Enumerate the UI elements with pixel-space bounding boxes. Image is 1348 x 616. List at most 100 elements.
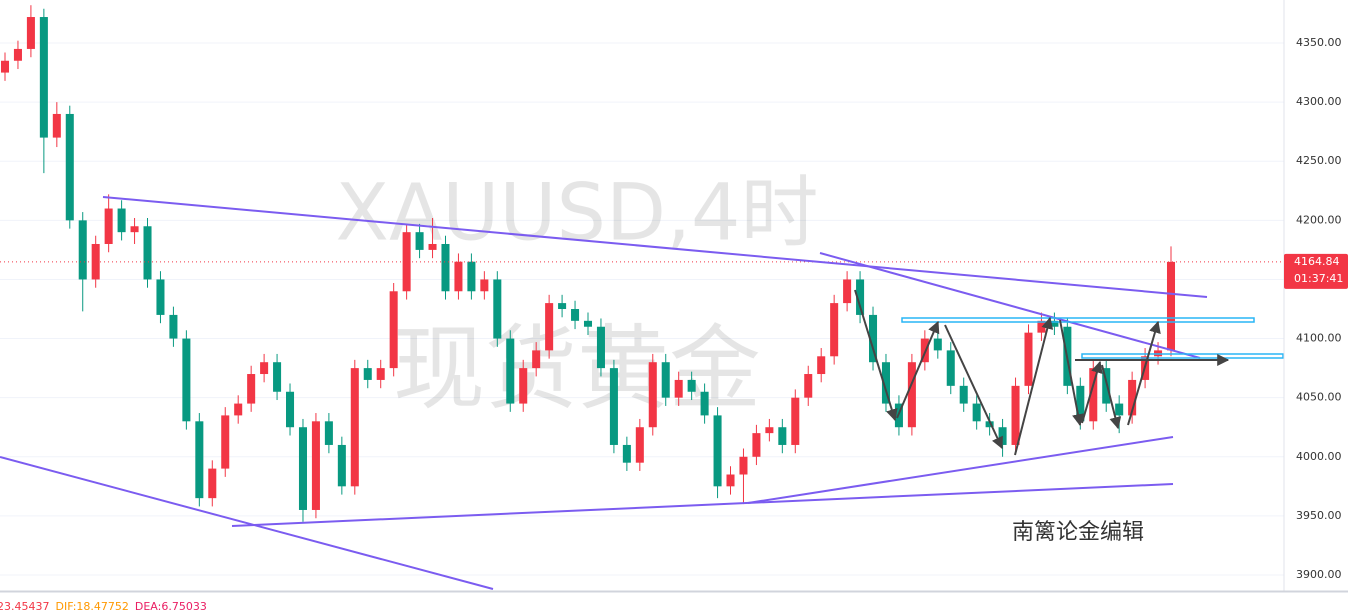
candle-body bbox=[972, 403, 981, 422]
candle-body bbox=[286, 391, 295, 428]
candle-body bbox=[1011, 385, 1020, 445]
candle-body bbox=[260, 362, 269, 375]
annotation: 南篱论金编辑 bbox=[1012, 520, 1144, 545]
candle-body bbox=[830, 303, 839, 357]
candle-body bbox=[558, 303, 567, 310]
macd-value: 23.45437 bbox=[0, 600, 50, 613]
candle-body bbox=[104, 208, 113, 244]
y-tick-label: 3900.00 bbox=[1296, 568, 1342, 581]
last-price-label: 4164.84 bbox=[1294, 255, 1340, 268]
trend-line bbox=[819, 252, 1201, 359]
candle-body bbox=[1024, 332, 1033, 386]
candle-body bbox=[298, 427, 307, 510]
candle-body bbox=[752, 433, 761, 457]
zone-box bbox=[1081, 353, 1284, 359]
arrows bbox=[854, 289, 1230, 456]
candle-body bbox=[1050, 320, 1059, 327]
candle-body bbox=[869, 314, 878, 363]
candle-body bbox=[622, 444, 631, 463]
candle-body bbox=[661, 362, 670, 398]
candle-body bbox=[324, 421, 333, 445]
y-tick-label: 3950.00 bbox=[1296, 509, 1342, 522]
candle-body bbox=[506, 338, 515, 404]
candle-body bbox=[1102, 368, 1111, 404]
trend-line bbox=[0, 456, 494, 590]
y-tick-label: 4300.00 bbox=[1296, 95, 1342, 108]
candle-body bbox=[778, 427, 787, 445]
candle-body bbox=[791, 397, 800, 445]
candle-body bbox=[26, 17, 35, 49]
candle-body bbox=[337, 444, 346, 487]
y-tick-label: 4350.00 bbox=[1296, 36, 1342, 49]
candle-body bbox=[91, 243, 100, 280]
candle-body bbox=[1037, 320, 1046, 333]
candle-body bbox=[765, 427, 774, 434]
candle-body bbox=[881, 362, 890, 404]
candle-body bbox=[1128, 379, 1137, 416]
candle-body bbox=[454, 261, 463, 292]
candle-body bbox=[389, 291, 398, 369]
candles bbox=[0, 5, 1284, 522]
trend-line bbox=[102, 196, 1208, 298]
candle-body bbox=[117, 208, 126, 233]
candle-body bbox=[519, 368, 528, 404]
arrow bbox=[1127, 320, 1161, 426]
candle-body bbox=[130, 226, 139, 233]
candle-body bbox=[402, 232, 411, 292]
candle-body bbox=[856, 279, 865, 315]
y-tick-label: 4200.00 bbox=[1296, 213, 1342, 226]
grid bbox=[0, 42, 1284, 576]
y-tick-label: 4050.00 bbox=[1296, 391, 1342, 404]
candle-body bbox=[713, 415, 722, 487]
candle-body bbox=[545, 303, 554, 351]
y-tick-label: 4250.00 bbox=[1296, 154, 1342, 167]
candle-body bbox=[985, 421, 994, 428]
candle-body bbox=[532, 350, 541, 369]
candle-body bbox=[739, 456, 748, 475]
candle-body bbox=[221, 415, 230, 469]
drawings bbox=[0, 196, 1284, 590]
candle-body bbox=[13, 48, 22, 61]
arrow bbox=[1014, 316, 1054, 456]
y-axis: 3900.003950.004000.004050.004100.004150.… bbox=[1296, 36, 1342, 581]
candle-body bbox=[609, 368, 618, 445]
arrow bbox=[944, 324, 1003, 450]
candle-body bbox=[687, 379, 696, 392]
candle-body bbox=[843, 279, 852, 304]
candle-body bbox=[1166, 261, 1176, 351]
candle-body bbox=[648, 362, 657, 428]
candle-body bbox=[571, 309, 580, 321]
candle-body bbox=[959, 385, 968, 404]
y-tick-label: 4100.00 bbox=[1296, 332, 1342, 345]
y-tick-label: 4000.00 bbox=[1296, 450, 1342, 463]
candle-body bbox=[39, 17, 48, 138]
candle-body bbox=[208, 468, 217, 499]
dif-value: DIF:18.47752 bbox=[56, 600, 129, 613]
candle-body bbox=[1076, 385, 1085, 422]
candle-body bbox=[65, 113, 74, 221]
candle-body bbox=[635, 427, 644, 463]
candle-body bbox=[182, 338, 191, 422]
candle-body bbox=[52, 113, 61, 138]
arrow bbox=[1081, 360, 1103, 424]
arrow bbox=[1101, 364, 1122, 430]
candle-body bbox=[467, 261, 476, 292]
candle-body bbox=[376, 368, 385, 380]
candle-body bbox=[350, 368, 359, 487]
countdown-label: 01:37:41 bbox=[1294, 272, 1343, 285]
candle-body bbox=[700, 391, 709, 416]
candle-body bbox=[311, 421, 320, 510]
arrow bbox=[896, 320, 940, 419]
candle-body bbox=[78, 220, 87, 280]
indicator-values: 23.45437 DIF:18.47752 DEA:6.75033 bbox=[0, 600, 207, 613]
candle-body bbox=[0, 60, 10, 73]
candle-body bbox=[1089, 368, 1098, 422]
candle-body bbox=[726, 474, 735, 487]
candle-body bbox=[583, 320, 593, 327]
trend-line bbox=[231, 483, 1174, 527]
candle-body bbox=[946, 350, 955, 386]
candle-body bbox=[817, 356, 826, 375]
trend-line bbox=[747, 436, 1174, 504]
candle-body bbox=[480, 279, 489, 292]
